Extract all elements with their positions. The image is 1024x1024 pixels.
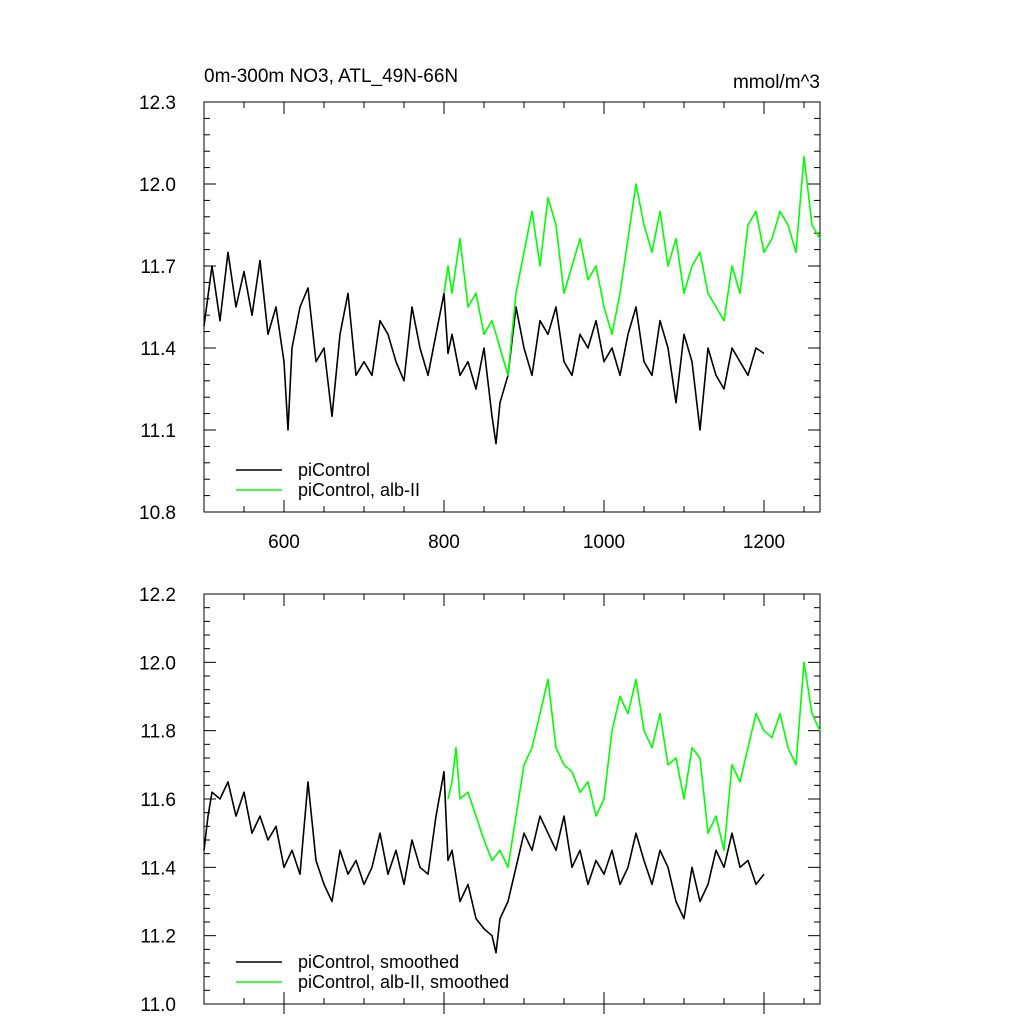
chart-bottom-lines — [203, 661, 821, 954]
y-tick-label: 11.1 — [140, 421, 176, 442]
chart-top-legend: piControl piControl, alb-II — [236, 460, 420, 500]
y-tick-label: 11.8 — [140, 722, 176, 743]
y-tick-label: 11.7 — [140, 257, 176, 278]
x-tick-label: 1000 — [583, 532, 625, 553]
chart-top: 0m-300m NO3, ATL_49N-66N mmol/m^3 600 800… — [139, 66, 821, 553]
legend-label-piControl-alb-II: piControl, alb-II — [298, 480, 420, 500]
y-tick-label: 12.0 — [139, 175, 176, 196]
x-tick-label: 800 — [428, 532, 460, 553]
legend-label-piControl-smoothed: piControl, smoothed — [298, 952, 459, 972]
y-tick-label: 11.2 — [140, 927, 176, 948]
chart-top-title-left: 0m-300m NO3, ATL_49N-66N — [204, 66, 458, 87]
y-tick-label: 11.6 — [140, 790, 176, 811]
y-tick-label: 11.0 — [140, 995, 176, 1016]
chart-bottom: 11.0 11.2 11.4 11.6 11.8 12.0 12.2 piControl, … — [139, 585, 821, 1016]
chart-top-title-right: mmol/m^3 — [733, 72, 820, 93]
x-tick-label: 600 — [268, 532, 300, 553]
y-tick-label: 10.8 — [139, 503, 176, 524]
y-tick-label: 12.0 — [139, 653, 176, 674]
series-line-picontrol-alb-ii-smoothed — [447, 661, 821, 869]
series-line-picontrol-alb-ii — [443, 155, 821, 377]
x-tick-label: 1200 — [743, 532, 785, 553]
series-line-picontrol — [203, 251, 765, 445]
chart-bottom-ticks: 11.0 11.2 11.4 11.6 11.8 12.0 12.2 — [139, 585, 820, 1016]
chart-top-lines — [203, 155, 821, 445]
y-tick-label: 11.4 — [140, 339, 176, 360]
chart-top-ticks: 600 800 1000 1200 10.8 11.1 11.4 11.7 12.0 12.3 — [139, 93, 820, 553]
legend-label-piControl-alb-II-smoothed: piControl, alb-II, smoothed — [298, 972, 509, 992]
y-tick-label: 11.4 — [140, 858, 176, 879]
series-line-picontrol-smoothed — [203, 770, 765, 954]
y-tick-label: 12.3 — [139, 93, 176, 114]
chart-bottom-plot-frame — [203, 593, 821, 1005]
legend-label-piControl: piControl — [298, 460, 370, 480]
chart-top-plot-frame — [203, 101, 821, 513]
chart-bottom-legend: piControl, smoothed piControl, alb-II, s… — [236, 952, 509, 992]
y-tick-label: 12.2 — [139, 585, 176, 606]
